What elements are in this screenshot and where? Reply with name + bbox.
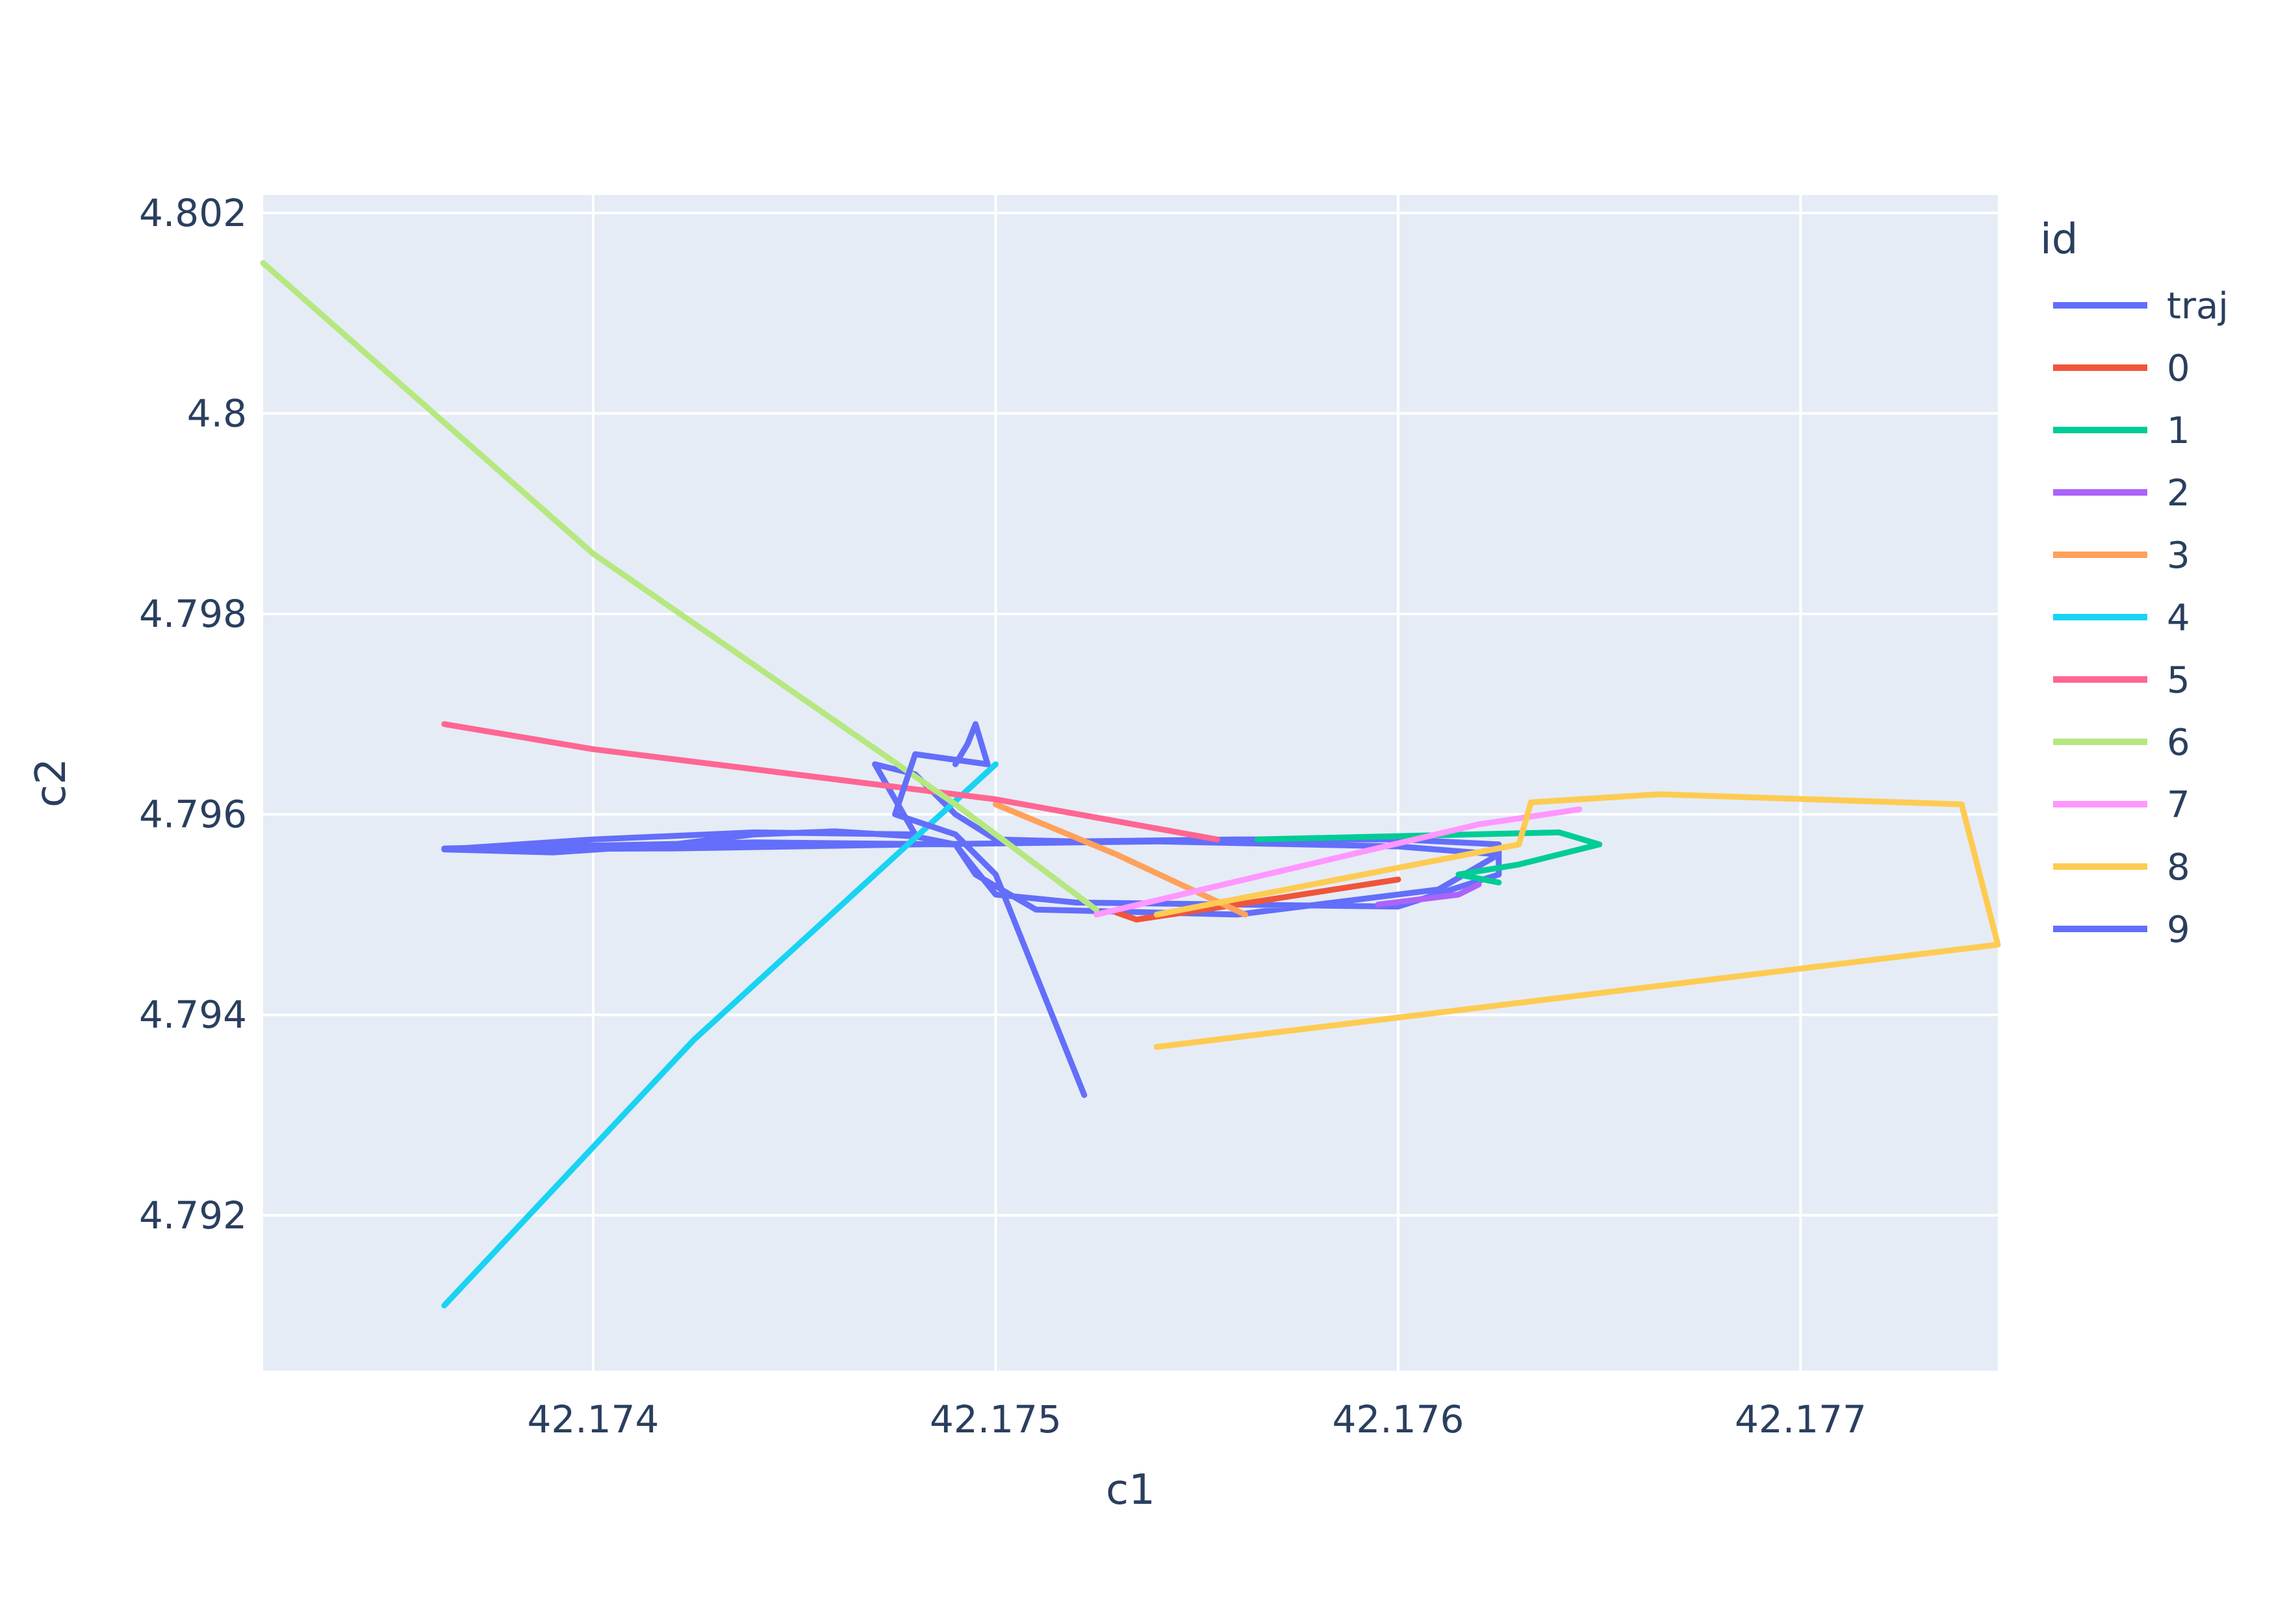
legend-item-6[interactable]: 6 (2053, 722, 2190, 764)
y-tick-label: 4.794 (139, 993, 247, 1037)
legend-item-2[interactable]: 2 (2053, 472, 2190, 514)
x-tick-label: 42.176 (1332, 1397, 1464, 1441)
legend: traj 0 1 2 3 4 5 6 7 8 9 (2053, 285, 2229, 951)
legend-item-8[interactable]: 8 (2053, 846, 2190, 889)
series-line-9 (892, 721, 1088, 1098)
legend-item-1[interactable]: 1 (2053, 410, 2190, 452)
legend-label: 6 (2167, 722, 2190, 764)
x-tick-label: 42.175 (930, 1397, 1062, 1441)
y-axis-title: c2 (27, 758, 75, 807)
plot-background (263, 195, 1998, 1371)
y-tick-label: 4.796 (139, 793, 247, 837)
x-tick-labels: 42.174 42.175 42.176 42.177 (528, 1397, 1867, 1441)
legend-item-9[interactable]: 9 (2053, 909, 2190, 951)
legend-item-4[interactable]: 4 (2053, 597, 2190, 639)
y-tick-label: 4.792 (139, 1193, 247, 1237)
legend-label: 4 (2167, 597, 2190, 639)
legend-item-0[interactable]: 0 (2053, 348, 2190, 390)
legend-label: 0 (2167, 348, 2190, 390)
series-lines (260, 260, 2001, 1309)
x-axis-title: c1 (1106, 1466, 1155, 1514)
series-line-3 (993, 801, 1249, 918)
legend-label: 3 (2167, 535, 2190, 577)
series-line-1 (1254, 829, 1603, 885)
series-line-2 (1375, 882, 1482, 907)
gridlines (263, 195, 1998, 1371)
legend-item-3[interactable]: 3 (2053, 535, 2190, 577)
legend-label: 8 (2167, 846, 2190, 889)
y-tick-label: 4.798 (139, 592, 247, 636)
legend-label: 1 (2167, 410, 2190, 452)
y-tick-label: 4.8 (187, 391, 247, 435)
series-line-5 (441, 721, 1220, 843)
legend-item-5[interactable]: 5 (2053, 659, 2190, 702)
legend-label: 7 (2167, 784, 2190, 826)
legend-item-traj[interactable]: traj (2053, 285, 2229, 327)
legend-title: id (2040, 216, 2078, 264)
x-tick-label: 42.177 (1735, 1397, 1867, 1441)
legend-label: 2 (2167, 472, 2190, 514)
series-line-7 (1093, 806, 1583, 918)
series-line-8 (1153, 791, 2001, 1050)
x-tick-label: 42.174 (528, 1397, 659, 1441)
legend-label: 5 (2167, 659, 2190, 702)
y-tick-labels: 4.792 4.794 4.796 4.798 4.8 4.802 (139, 191, 247, 1237)
series-line-0 (1113, 876, 1401, 923)
legend-label: traj (2167, 285, 2229, 327)
y-tick-label: 4.802 (139, 191, 247, 235)
series-line-6 (260, 260, 1099, 913)
legend-label: 9 (2167, 909, 2190, 951)
legend-item-7[interactable]: 7 (2053, 784, 2190, 826)
series-line-4 (441, 761, 999, 1309)
